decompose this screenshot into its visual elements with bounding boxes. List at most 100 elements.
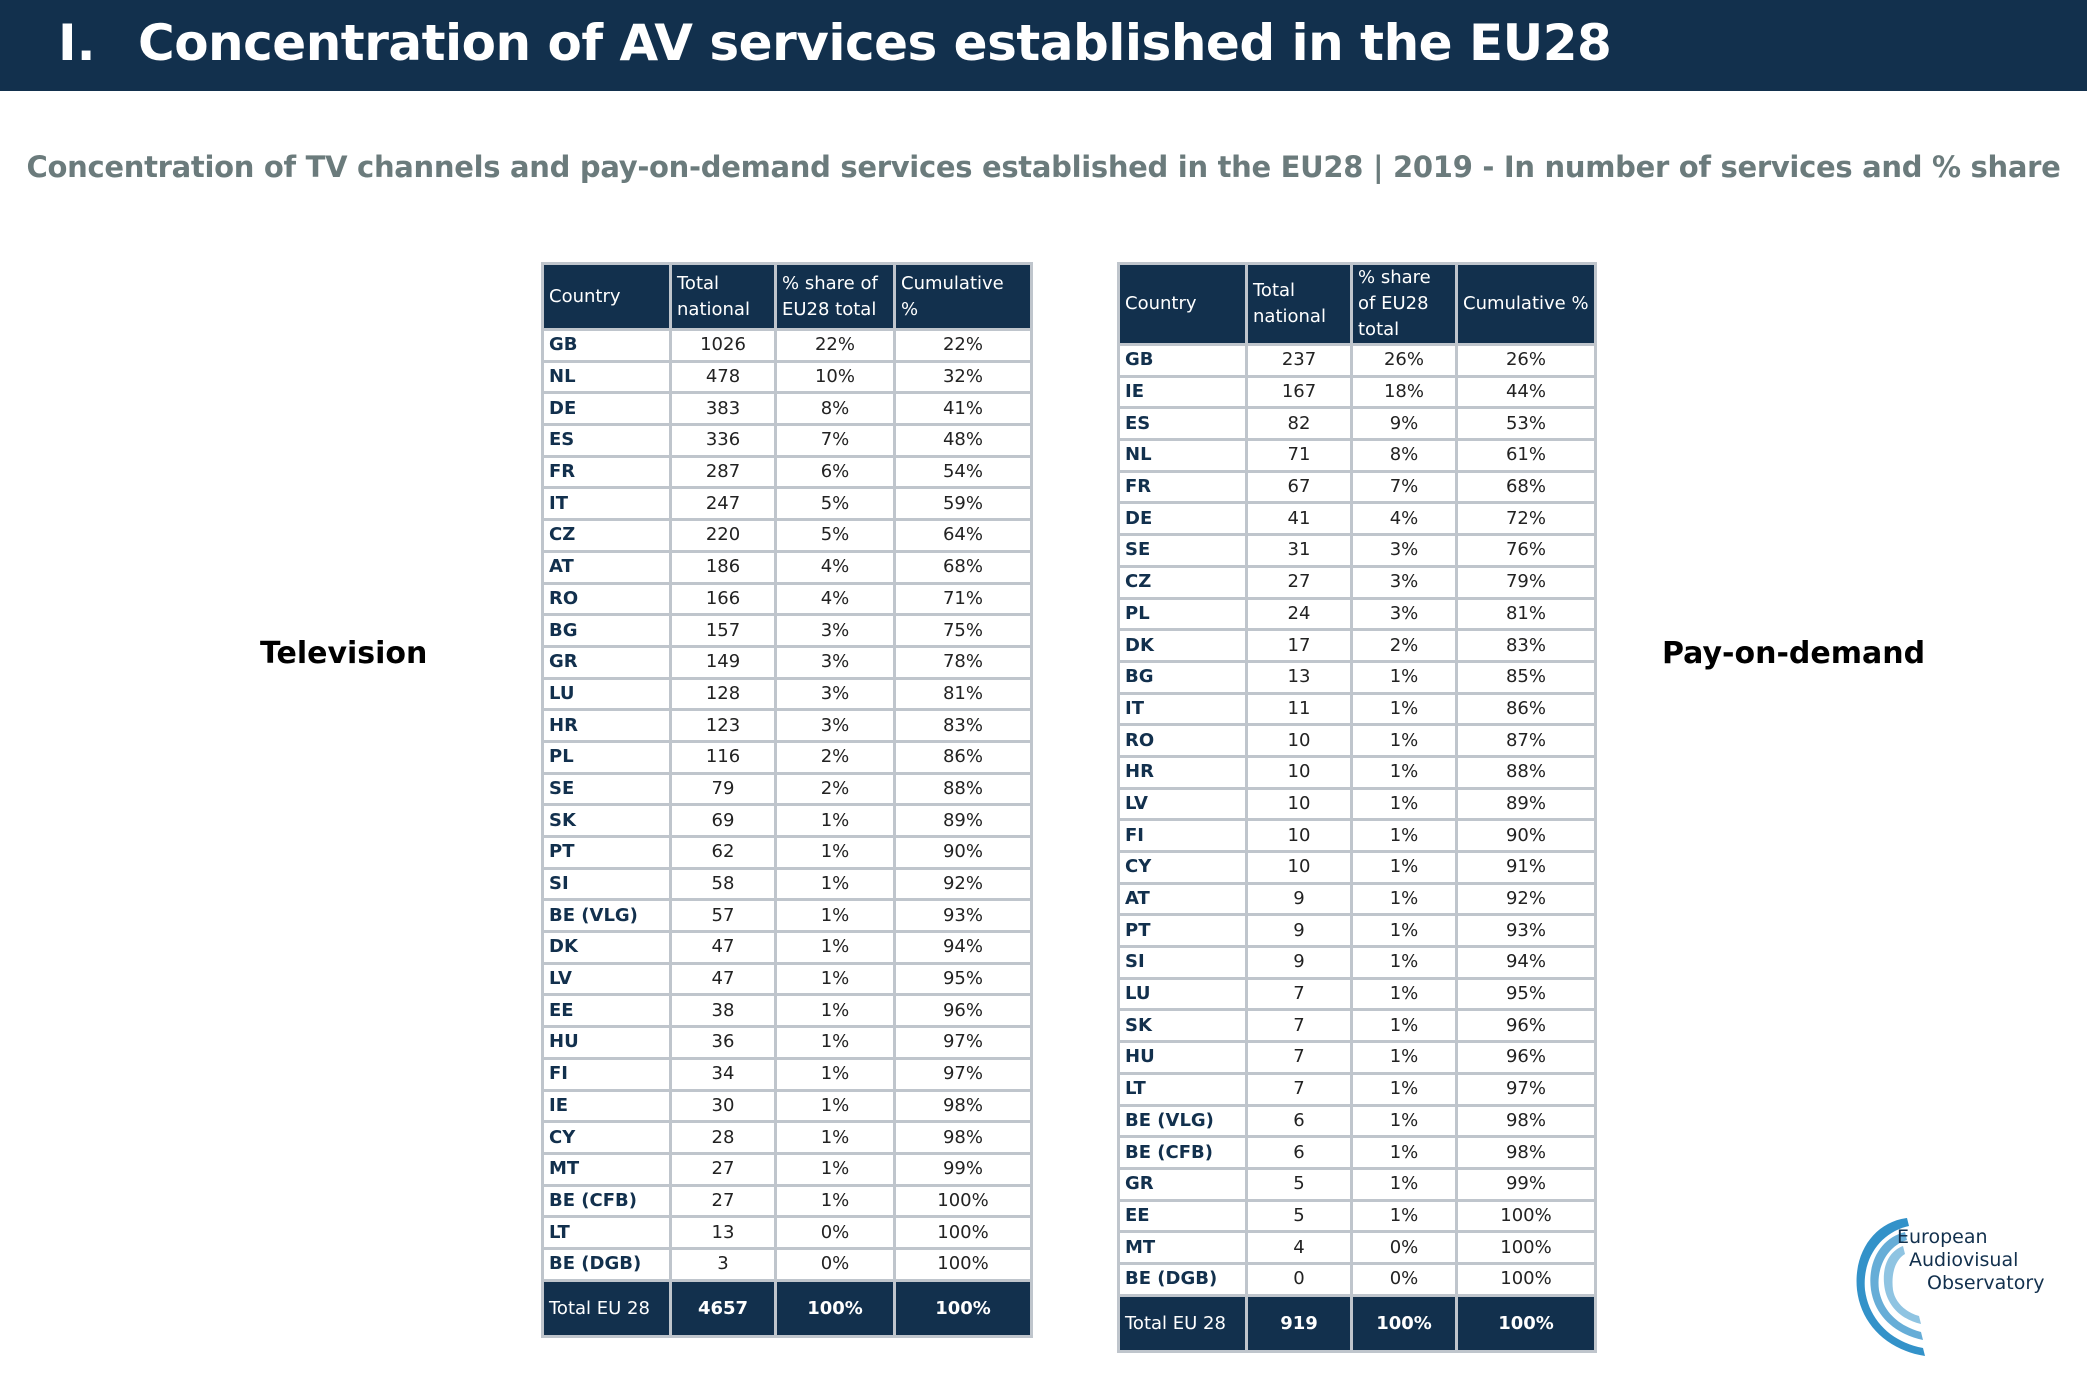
table-row: BE (VLG) 6 1% 98% (1117, 1103, 1597, 1139)
cumulative-cell: 95% (893, 961, 1033, 997)
total-national-cell: 27 (669, 1183, 777, 1219)
cumulative-cell: 95% (1455, 976, 1597, 1012)
share-cell: 8% (1350, 438, 1458, 473)
share-cell: 0% (774, 1215, 896, 1250)
total-national-cell: 62 (669, 835, 777, 870)
cumulative-cell: 83% (1455, 628, 1597, 663)
share-cell: 1% (774, 835, 896, 870)
table-header-row: Country Total national % share of EU28 t… (1117, 262, 1597, 346)
total-national-cell: 28 (669, 1120, 777, 1155)
table-row: BE (CFB) 6 1% 98% (1117, 1135, 1597, 1170)
total-cumulative: 100% (893, 1278, 1033, 1338)
cumulative-cell: 98% (1455, 1135, 1597, 1170)
total-national-cell: 247 (669, 486, 777, 522)
cumulative-cell: 81% (1455, 596, 1597, 632)
total-national-cell: 383 (669, 391, 777, 427)
country-cell: GB (541, 328, 672, 363)
table-row: LT 7 1% 97% (1117, 1071, 1597, 1107)
share-cell: 1% (1350, 723, 1458, 758)
country-cell: SK (541, 803, 672, 838)
total-national-cell: 237 (1245, 343, 1353, 378)
table-row: MT 4 0% 100% (1117, 1230, 1597, 1265)
column-header-share: % share of EU28 total (1350, 262, 1458, 346)
total-national-cell: 38 (669, 993, 777, 1029)
table-row: GB 1026 22% 22% (541, 328, 1033, 363)
total-national-cell: 13 (669, 1215, 777, 1250)
table-row: CZ 27 3% 79% (1117, 564, 1597, 600)
total-national-cell: 149 (669, 644, 777, 680)
cumulative-cell: 97% (893, 1056, 1033, 1092)
table-row: HR 10 1% 88% (1117, 754, 1597, 790)
share-cell: 1% (774, 1088, 896, 1124)
table-row: SE 31 3% 76% (1117, 533, 1597, 568)
table-row: BE (DGB) 0 0% 100% (1117, 1261, 1597, 1297)
cumulative-cell: 53% (1455, 406, 1597, 442)
table-row: AT 186 4% 68% (541, 549, 1033, 585)
country-cell: PL (541, 739, 672, 775)
share-cell: 1% (774, 1151, 896, 1187)
total-national-cell: 11 (1245, 691, 1353, 727)
country-cell: LT (541, 1215, 672, 1250)
cumulative-cell: 78% (893, 644, 1033, 680)
cumulative-cell: 98% (1455, 1103, 1597, 1139)
table-row: ES 82 9% 53% (1117, 406, 1597, 442)
share-cell: 1% (1350, 1198, 1458, 1234)
country-cell: ES (1117, 406, 1248, 442)
total-national-cell: 82 (1245, 406, 1353, 442)
total-national-cell: 30 (669, 1088, 777, 1124)
total-national-cell: 71 (1245, 438, 1353, 473)
cumulative-cell: 100% (1455, 1198, 1597, 1234)
country-cell: DE (1117, 501, 1248, 537)
total-national-cell: 24 (1245, 596, 1353, 632)
table-row: SI 58 1% 92% (541, 866, 1033, 902)
country-cell: HR (541, 708, 672, 743)
share-cell: 3% (1350, 564, 1458, 600)
total-national-cell: 157 (669, 613, 777, 648)
country-cell: DK (1117, 628, 1248, 663)
table-row: SE 79 2% 88% (541, 771, 1033, 807)
country-cell: AT (541, 549, 672, 585)
table-row: FI 10 1% 90% (1117, 818, 1597, 853)
country-cell: CY (541, 1120, 672, 1155)
cumulative-cell: 48% (893, 423, 1033, 458)
country-cell: BE (CFB) (1117, 1135, 1248, 1170)
total-national-cell: 3 (669, 1246, 777, 1282)
table-row: NL 478 10% 32% (541, 359, 1033, 395)
share-cell: 2% (774, 739, 896, 775)
total-national-cell: 123 (669, 708, 777, 743)
table-row: DK 47 1% 94% (541, 930, 1033, 965)
cumulative-cell: 68% (893, 549, 1033, 585)
cumulative-cell: 93% (893, 898, 1033, 934)
total-national-cell: 5 (1245, 1198, 1353, 1234)
country-cell: IT (541, 486, 672, 522)
total-national-cell: 17 (1245, 628, 1353, 663)
share-cell: 1% (1350, 1040, 1458, 1075)
share-cell: 1% (1350, 786, 1458, 822)
country-cell: PT (1117, 913, 1248, 949)
total-national-cell: 36 (669, 1025, 777, 1060)
cumulative-cell: 26% (1455, 343, 1597, 378)
country-cell: FR (1117, 469, 1248, 505)
table-row: DE 41 4% 72% (1117, 501, 1597, 537)
table-row: FR 67 7% 68% (1117, 469, 1597, 505)
table-row: ES 336 7% 48% (541, 423, 1033, 458)
share-cell: 1% (1350, 976, 1458, 1012)
total-national-cell: 166 (669, 581, 777, 617)
total-national-cell: 10 (1245, 786, 1353, 822)
table-row: BG 157 3% 75% (541, 613, 1033, 648)
share-cell: 1% (1350, 1166, 1458, 1202)
cumulative-cell: 97% (893, 1025, 1033, 1060)
total-national-cell: 10 (1245, 754, 1353, 790)
country-cell: EE (1117, 1198, 1248, 1234)
share-cell: 1% (774, 1025, 896, 1060)
share-cell: 1% (774, 1183, 896, 1219)
total-national-cell: 478 (669, 359, 777, 395)
cumulative-cell: 41% (893, 391, 1033, 427)
table-row: RO 10 1% 87% (1117, 723, 1597, 758)
table-row: LU 7 1% 95% (1117, 976, 1597, 1012)
table-row: CY 28 1% 98% (541, 1120, 1033, 1155)
cumulative-cell: 86% (893, 739, 1033, 775)
cumulative-cell: 71% (893, 581, 1033, 617)
cumulative-cell: 75% (893, 613, 1033, 648)
share-cell: 1% (1350, 818, 1458, 853)
